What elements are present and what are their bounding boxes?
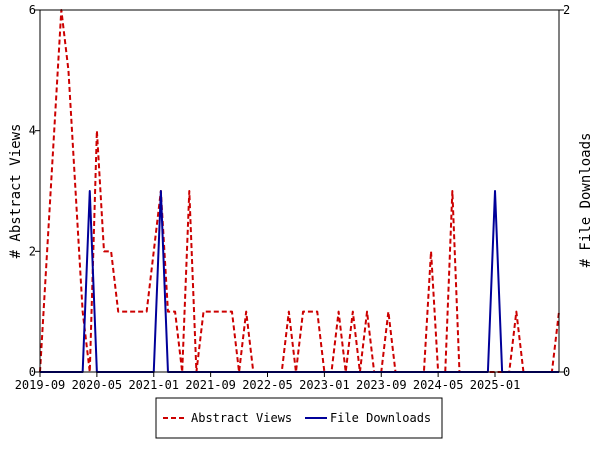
legend-label-abstract-views: Abstract Views [191,411,292,425]
plot-frame [39,9,560,373]
x-tick-label: 2021-01 [128,378,179,392]
x-tick-label: 2021-09 [185,378,236,392]
y-left-tick-label: 2 [29,244,36,258]
y-axis-right-label: # File Downloads [578,133,594,268]
plot-layer [39,9,560,373]
y-right-tick-label: 0 [563,365,570,379]
x-tick-label: 2025-01 [470,378,521,392]
x-tick-label: 2023-01 [299,378,350,392]
x-tick-label: 2023-09 [356,378,407,392]
legend: Abstract Views File Downloads [155,397,443,439]
y-left-tick-label: 0 [29,365,36,379]
y-axis-left-label: # Abstract Views [8,124,24,259]
x-tick-label: 2020-05 [72,378,123,392]
axis-layer: 2019-09 2020-05 2021-01 2021-09 2022-05 2023-… [15,3,571,392]
y-left-tick-label: 6 [29,3,36,17]
x-tick-label: 2022-05 [242,378,293,392]
legend-box [155,397,443,439]
y-right-tick-label: 2 [563,3,570,17]
x-tick-label: 2024-05 [413,378,464,392]
y-left-tick-label: 4 [29,124,36,138]
x-tick-label: 2019-09 [15,378,66,392]
legend-label-file-downloads: File Downloads [330,411,431,425]
series-line-abstract-views [39,9,560,373]
